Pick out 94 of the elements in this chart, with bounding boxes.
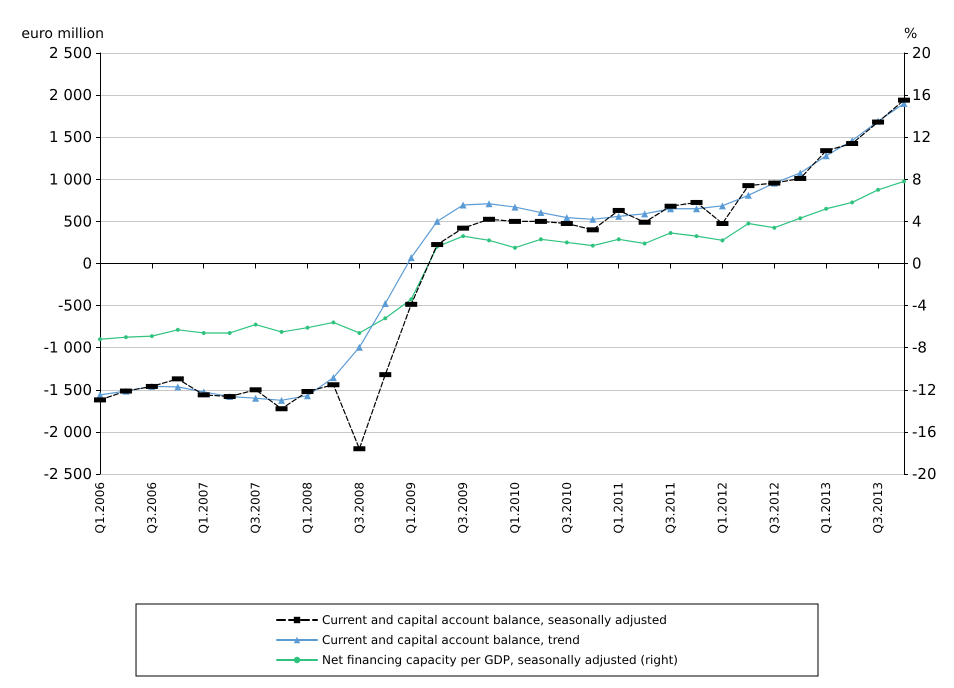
legend-label: Net financing capacity per GDP, seasonally adjusted (right) — [322, 653, 678, 667]
legend-label: Current and capital account balance, trend — [322, 633, 580, 647]
point — [124, 335, 128, 340]
point — [822, 152, 830, 160]
point — [202, 330, 206, 335]
x-tick-label: Q3.2013 — [871, 482, 886, 534]
point — [537, 209, 544, 216]
x-tick-label: Q3.2010 — [560, 482, 574, 534]
point — [590, 244, 595, 248]
point — [330, 374, 337, 382]
point — [252, 394, 260, 402]
point — [902, 179, 906, 184]
x-tick-label: Q1.2012 — [715, 482, 730, 534]
y2-tick-label: 4 — [912, 212, 922, 230]
point — [254, 322, 258, 327]
x-tick-label: Q3.2011 — [664, 482, 678, 534]
point — [668, 230, 673, 235]
point — [718, 202, 726, 210]
point — [824, 206, 828, 211]
y-tick-label: 1 000 — [49, 170, 92, 188]
point — [460, 201, 467, 208]
point — [642, 242, 647, 246]
point — [798, 216, 802, 220]
x-tick-label: Q1.2009 — [404, 482, 418, 534]
legend-label: Current and capital account balance, seasonally adjusted — [322, 613, 667, 627]
x-tick-label: Q3.2006 — [144, 482, 159, 534]
y2-tick-label: 0 — [912, 254, 922, 272]
y2-tick-label: -8 — [912, 338, 927, 357]
x-tick-label: Q1.2006 — [93, 482, 107, 534]
point — [694, 234, 699, 238]
point — [615, 212, 622, 220]
y-axis-title: euro million — [21, 26, 104, 42]
point — [174, 383, 182, 390]
x-tick-label: Q3.2007 — [248, 482, 263, 534]
x-tick-label: Q1.2011 — [612, 482, 626, 534]
point — [331, 320, 336, 324]
point — [511, 204, 518, 211]
point — [434, 218, 441, 225]
point — [564, 240, 569, 244]
point — [461, 234, 466, 238]
point — [382, 300, 389, 307]
y2-tick-label: -20 — [912, 465, 936, 483]
y-tick-label: 500 — [63, 212, 92, 230]
point — [228, 330, 232, 335]
point — [150, 334, 154, 338]
point — [693, 205, 700, 212]
point — [616, 237, 621, 242]
y-tick-label: -1 500 — [44, 380, 92, 399]
point — [512, 246, 517, 250]
y-tick-label: 2 500 — [49, 44, 92, 62]
point — [641, 210, 648, 218]
point — [720, 238, 724, 242]
point — [563, 214, 570, 222]
x-tick-label: Q1.2007 — [196, 482, 211, 534]
point — [538, 237, 543, 242]
point — [278, 396, 286, 404]
y-tick-label: 1 500 — [49, 128, 92, 146]
y2-axis-title: % — [904, 26, 918, 42]
point — [487, 238, 492, 242]
y2-tick-label: 12 — [912, 128, 932, 146]
x-tick-label: Q1.2010 — [508, 482, 522, 534]
point — [383, 316, 388, 320]
x-tick-label: Q1.2008 — [300, 482, 314, 534]
point — [305, 326, 310, 330]
point — [280, 330, 284, 334]
x-tick-label: Q3.2009 — [456, 482, 470, 534]
y-tick-label: -2 500 — [44, 465, 92, 483]
y-tick-label: 0 — [82, 254, 92, 272]
point — [176, 328, 180, 332]
y2-tick-label: -4 — [912, 296, 927, 315]
point — [409, 297, 414, 302]
y2-tick-label: -16 — [912, 422, 936, 441]
y-tick-label: -1 000 — [44, 338, 92, 357]
x-tick-label: Q3.2008 — [352, 482, 366, 534]
point — [356, 344, 363, 351]
point — [746, 222, 750, 226]
point — [408, 254, 415, 262]
y2-tick-label: 8 — [912, 170, 922, 188]
x-tick-label: Q1.2013 — [819, 482, 834, 534]
x-tick-label: Q3.2012 — [767, 482, 782, 534]
y2-tick-label: 20 — [912, 44, 932, 62]
point — [850, 200, 854, 204]
y2-tick-label: 16 — [912, 86, 932, 104]
point — [772, 226, 776, 230]
y2-tick-label: -12 — [912, 380, 936, 399]
point — [744, 192, 752, 199]
point — [357, 330, 362, 335]
point — [486, 200, 493, 208]
y-tick-label: -2 000 — [44, 422, 92, 441]
point — [876, 188, 880, 192]
point — [589, 216, 596, 223]
y-tick-label: -500 — [58, 296, 92, 315]
y-tick-label: 2 000 — [49, 86, 92, 104]
point — [98, 337, 102, 342]
